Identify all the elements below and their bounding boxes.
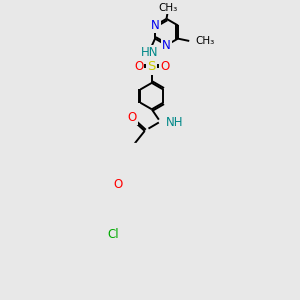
Text: N: N	[162, 39, 171, 52]
Text: HN: HN	[141, 46, 158, 59]
Text: S: S	[148, 60, 156, 74]
Text: N: N	[151, 19, 159, 32]
Text: O: O	[114, 178, 123, 191]
Text: O: O	[128, 111, 136, 124]
Text: CH₃: CH₃	[158, 4, 178, 14]
Text: NH: NH	[166, 116, 183, 129]
Text: O: O	[160, 60, 170, 74]
Text: O: O	[134, 60, 143, 74]
Text: Cl: Cl	[108, 228, 119, 241]
Text: CH₃: CH₃	[195, 36, 214, 46]
